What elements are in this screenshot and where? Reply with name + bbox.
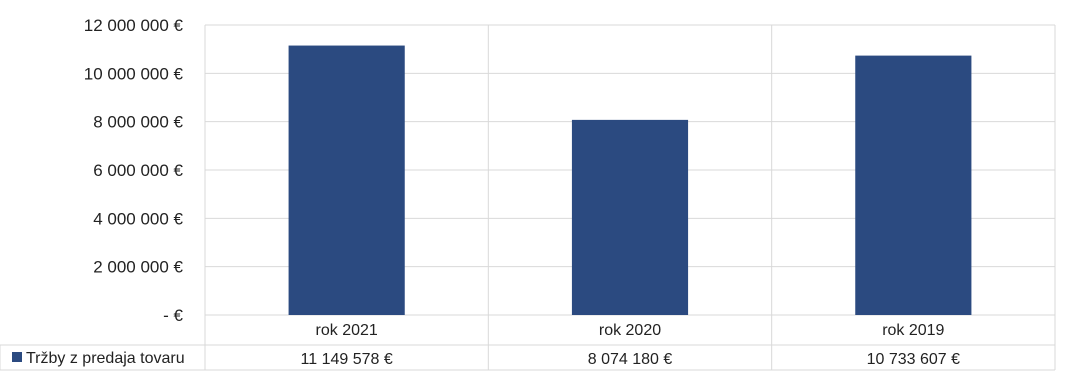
y-tick-label: 2 000 000 € [93, 258, 183, 277]
table-value: 8 074 180 € [588, 351, 673, 368]
y-tick-label: 12 000 000 € [84, 16, 184, 35]
y-tick-label: 10 000 000 € [84, 64, 184, 83]
y-tick-label: 8 000 000 € [93, 113, 183, 132]
category-label: rok 2019 [882, 322, 944, 339]
table-value: 11 149 578 € [301, 351, 393, 368]
data-table: rok 2021 11 149 578 € rok 2020 8 074 180 € r… [0, 322, 1055, 371]
y-tick-label: - € [163, 306, 183, 325]
table-value: 10 733 607 € [867, 351, 961, 368]
bar [571, 119, 689, 315]
y-tick-label: 4 000 000 € [93, 209, 183, 228]
bar [288, 45, 405, 315]
category-label: rok 2021 [316, 322, 378, 339]
bars [288, 45, 972, 316]
legend-label: Tržby z predaja tovaru [26, 350, 185, 367]
y-axis: - € 2 000 000 € 4 000 000 € 6 000 000 € 8 00… [84, 16, 184, 325]
legend-swatch [12, 352, 22, 362]
bar [855, 55, 972, 316]
category-label: rok 2020 [599, 322, 661, 339]
y-tick-label: 6 000 000 € [93, 161, 183, 180]
